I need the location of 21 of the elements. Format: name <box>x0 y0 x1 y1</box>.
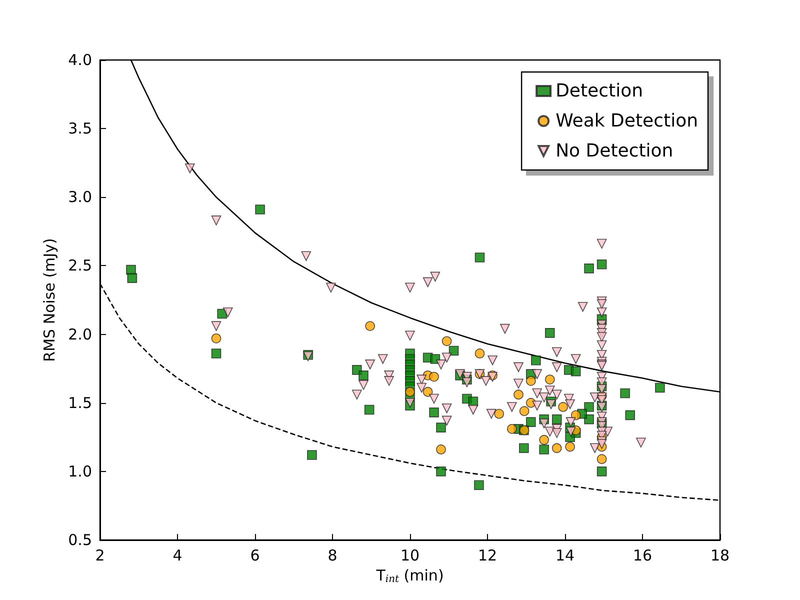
y-tick-label: 2.0 <box>68 325 92 344</box>
x-tick-label: 12 <box>478 546 498 564</box>
y-tick-label: 3.0 <box>68 188 92 206</box>
x-tick-label: 8 <box>328 546 338 564</box>
x-tick-label: 14 <box>555 546 575 564</box>
legend-label: Detection <box>556 80 644 102</box>
legend-label: Weak Detection <box>556 110 698 132</box>
x-tick-label: 18 <box>710 546 730 564</box>
y-axis-title: RMS Noise (mJy) <box>40 238 59 362</box>
legend-label: No Detection <box>556 140 674 162</box>
x-tick-label: 4 <box>172 546 182 564</box>
y-tick-label: 3.5 <box>68 120 92 138</box>
y-tick-label: 0.5 <box>68 531 92 549</box>
x-tick-label: 2 <box>95 546 105 564</box>
y-tick-label: 2.5 <box>68 256 92 275</box>
x-tick-label: 16 <box>632 546 652 564</box>
x-tick-label: 10 <box>400 546 420 564</box>
y-tick-label: 1.5 <box>68 394 92 412</box>
y-tick-label: 4.0 <box>68 51 92 69</box>
x-tick-label: 6 <box>250 546 260 564</box>
y-tick-label: 1.0 <box>68 462 92 480</box>
